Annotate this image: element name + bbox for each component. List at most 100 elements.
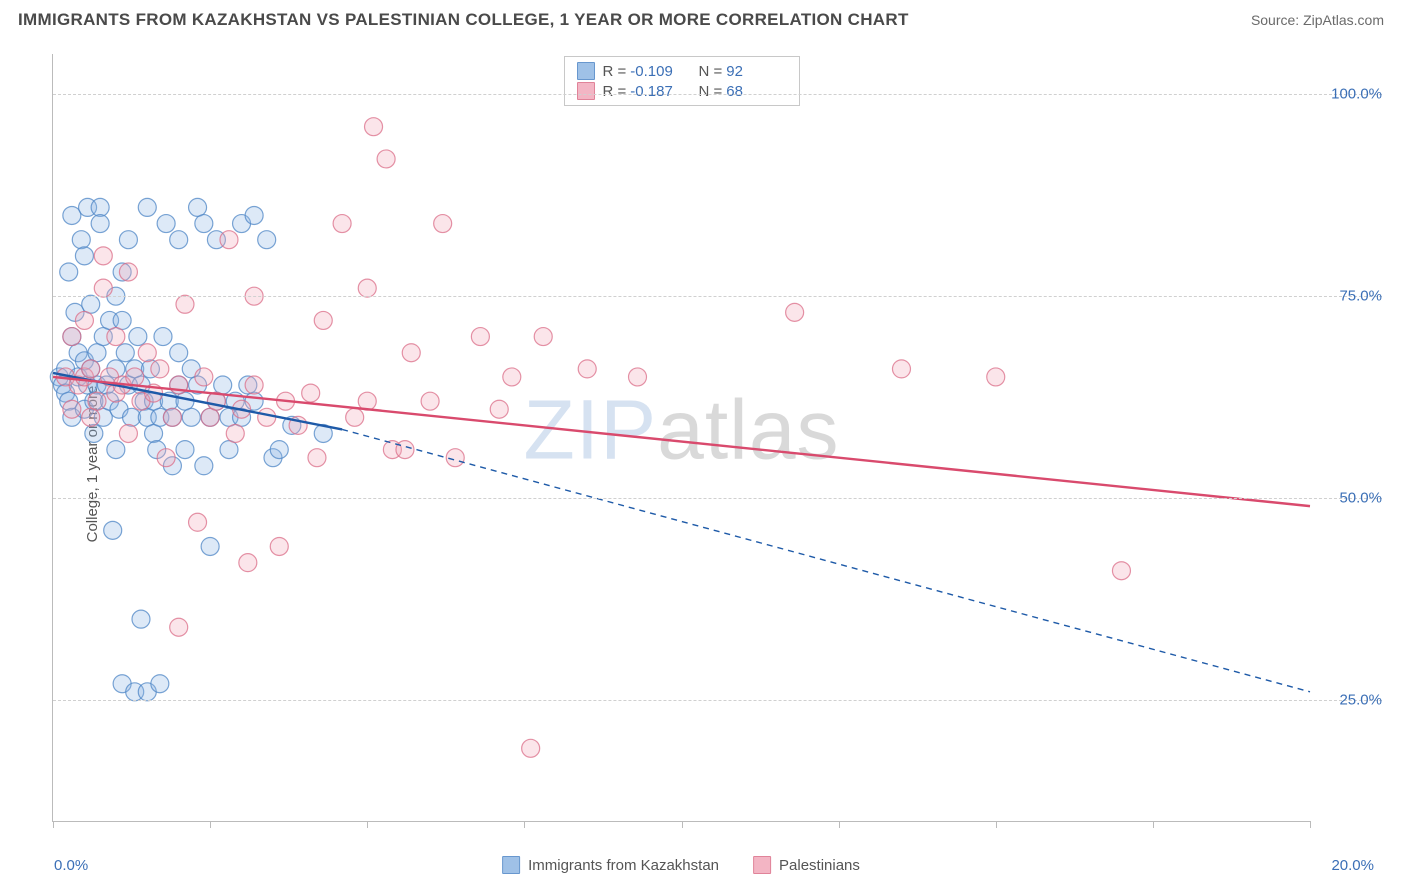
data-point [365, 118, 383, 136]
gridline-h [53, 296, 1382, 297]
data-point [434, 215, 452, 233]
data-point [170, 618, 188, 636]
chart-header: IMMIGRANTS FROM KAZAKHSTAN VS PALESTINIA… [0, 0, 1406, 38]
x-tick [367, 821, 368, 828]
plot-svg [53, 54, 1310, 821]
series-legend: Immigrants from Kazakhstan Palestinians [502, 856, 860, 874]
data-point [151, 360, 169, 378]
data-point [85, 424, 103, 442]
x-tick [996, 821, 997, 828]
data-point [629, 368, 647, 386]
data-point [151, 675, 169, 693]
gridline-h [53, 94, 1382, 95]
x-max-label: 20.0% [1331, 857, 1374, 874]
data-point [220, 231, 238, 249]
data-point [107, 441, 125, 459]
chart-title: IMMIGRANTS FROM KAZAKHSTAN VS PALESTINIA… [18, 10, 909, 30]
data-point [195, 368, 213, 386]
legend-label-kazakhstan: Immigrants from Kazakhstan [528, 857, 719, 874]
data-point [195, 215, 213, 233]
y-tick-label: 50.0% [1316, 490, 1382, 507]
data-point [82, 360, 100, 378]
data-point [377, 150, 395, 168]
swatch-kazakhstan-icon [502, 856, 520, 874]
data-point [75, 247, 93, 265]
data-point [522, 739, 540, 757]
data-point [245, 376, 263, 394]
source-attribution: Source: ZipAtlas.com [1251, 12, 1384, 28]
data-point [201, 537, 219, 555]
data-point [270, 441, 288, 459]
x-tick [682, 821, 683, 828]
data-point [91, 215, 109, 233]
data-point [195, 457, 213, 475]
data-point [308, 449, 326, 467]
data-point [94, 279, 112, 297]
data-point [129, 328, 147, 346]
legend-label-palestinians: Palestinians [779, 857, 860, 874]
legend-item-kazakhstan: Immigrants from Kazakhstan [502, 856, 719, 874]
data-point [176, 295, 194, 313]
data-point [1112, 562, 1130, 580]
x-tick [839, 821, 840, 828]
x-tick [1153, 821, 1154, 828]
data-point [116, 344, 134, 362]
data-point [107, 328, 125, 346]
data-point [220, 441, 238, 459]
data-point [402, 344, 420, 362]
data-point [176, 441, 194, 459]
data-point [258, 408, 276, 426]
data-point [75, 311, 93, 329]
data-point [94, 247, 112, 265]
data-point [72, 231, 90, 249]
source-prefix: Source: [1251, 12, 1303, 28]
data-point [119, 263, 137, 281]
data-point [145, 424, 163, 442]
data-point [314, 311, 332, 329]
chart-area: College, 1 year or more R = -0.109 N = 9… [18, 46, 1388, 882]
legend-item-palestinians: Palestinians [753, 856, 860, 874]
data-point [63, 328, 81, 346]
data-point [163, 408, 181, 426]
source-name: ZipAtlas.com [1303, 12, 1384, 28]
data-point [119, 231, 137, 249]
data-point [157, 449, 175, 467]
data-point [189, 198, 207, 216]
data-point [396, 441, 414, 459]
data-point [170, 231, 188, 249]
trend-line-extrapolated [342, 429, 1310, 691]
data-point [182, 408, 200, 426]
data-point [60, 263, 78, 281]
data-point [104, 521, 122, 539]
data-point [88, 344, 106, 362]
data-point [987, 368, 1005, 386]
data-point [786, 303, 804, 321]
swatch-palestinians-icon [753, 856, 771, 874]
data-point [892, 360, 910, 378]
data-point [138, 198, 156, 216]
data-point [157, 215, 175, 233]
data-point [113, 311, 131, 329]
data-point [126, 368, 144, 386]
x-tick [1310, 821, 1311, 828]
data-point [258, 231, 276, 249]
data-point [63, 400, 81, 418]
data-point [91, 198, 109, 216]
gridline-h [53, 498, 1382, 499]
data-point [189, 513, 207, 531]
data-point [82, 295, 100, 313]
data-point [503, 368, 521, 386]
gridline-h [53, 700, 1382, 701]
data-point [88, 392, 106, 410]
data-point [302, 384, 320, 402]
data-point [358, 279, 376, 297]
data-point [534, 328, 552, 346]
y-tick-label: 25.0% [1316, 691, 1382, 708]
x-tick [210, 821, 211, 828]
data-point [82, 408, 100, 426]
data-point [239, 554, 257, 572]
data-point [578, 360, 596, 378]
data-point [176, 392, 194, 410]
data-point [119, 424, 137, 442]
y-tick-label: 75.0% [1316, 288, 1382, 305]
